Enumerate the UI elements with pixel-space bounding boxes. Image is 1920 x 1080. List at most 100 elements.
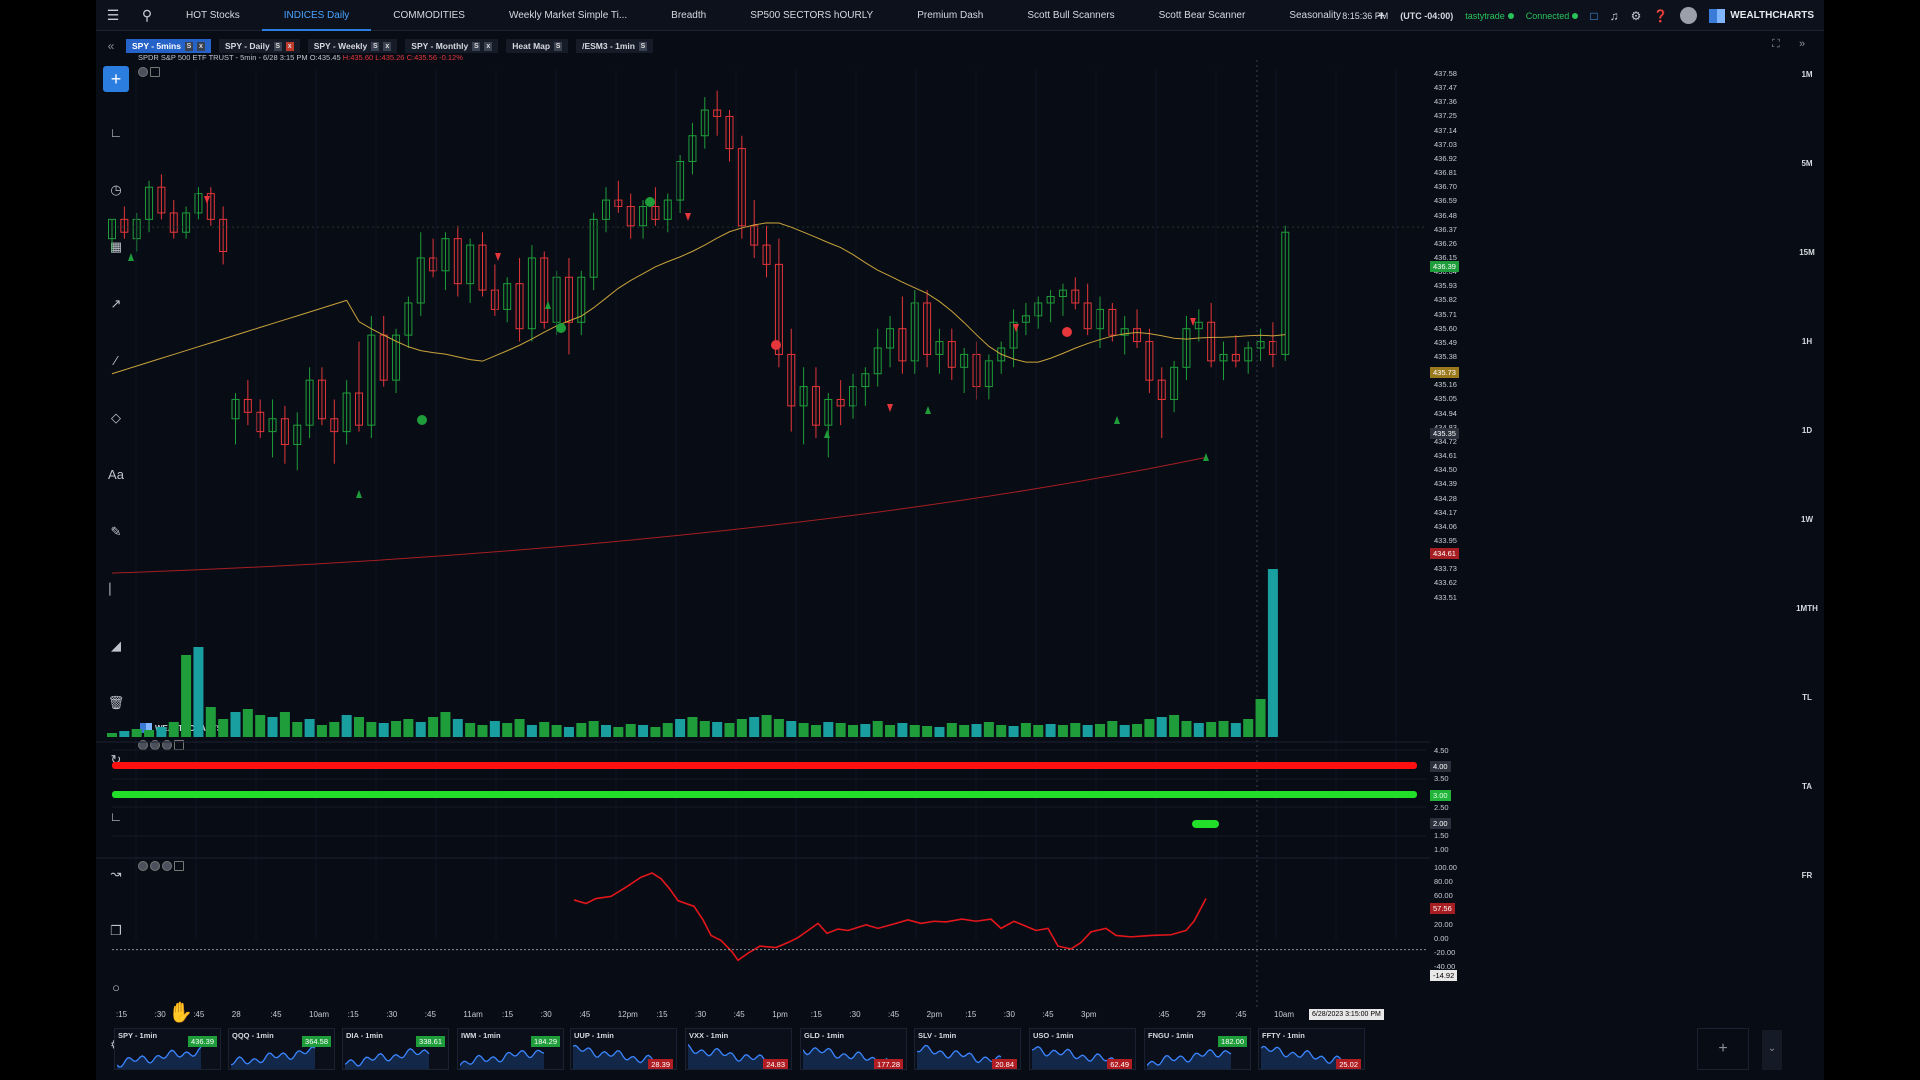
- workspace-tab[interactable]: SP500 SECTORS hOURLY: [750, 9, 874, 21]
- timeframe-1d[interactable]: 1D: [1801, 426, 1813, 435]
- pane-add-icon[interactable]: [150, 67, 160, 77]
- timeframe-ta[interactable]: TA: [1801, 782, 1813, 791]
- workspace-tab[interactable]: Scott Bear Scanner: [1158, 9, 1246, 21]
- gear-icon[interactable]: ⚙: [1630, 8, 1642, 23]
- workspace-tab[interactable]: Seasonality: [1289, 9, 1342, 21]
- tool-measure[interactable]: ◢: [96, 638, 136, 695]
- workspace-tab[interactable]: Breadth: [671, 9, 707, 21]
- volume-bar: [638, 725, 649, 737]
- tab-close-icon[interactable]: x: [383, 41, 392, 51]
- tab-save-icon[interactable]: S: [184, 41, 193, 51]
- tool-trend[interactable]: ↗: [96, 296, 136, 353]
- tab-save-icon[interactable]: S: [554, 41, 563, 51]
- candle-body: [1281, 231, 1290, 355]
- timeframe-15m[interactable]: 15M: [1799, 248, 1815, 257]
- tool-ruler[interactable]: ⎸: [96, 581, 136, 638]
- tool-chart[interactable]: ∟: [96, 125, 136, 182]
- price-chart[interactable]: [96, 60, 1430, 1010]
- timeframe-1h[interactable]: 1H: [1801, 337, 1813, 346]
- tab-save-icon[interactable]: S: [273, 41, 282, 51]
- candle-body: [676, 160, 685, 201]
- workspace-tab[interactable]: INDICES Daily: [261, 0, 372, 31]
- tool-add[interactable]: +: [96, 66, 136, 125]
- watchlist-card[interactable]: USO - 1min 62.49: [1029, 1028, 1136, 1070]
- workspace-tab[interactable]: Premium Dash: [917, 9, 984, 21]
- workspace-tab[interactable]: HOT Stocks: [186, 9, 240, 21]
- tool-line[interactable]: ∕: [96, 353, 136, 410]
- lime-dot-tag: 2.00: [1430, 818, 1451, 829]
- tool-indicator[interactable]: ∟: [96, 809, 136, 866]
- tool-trash[interactable]: 🗑: [96, 695, 136, 752]
- tool-calendar[interactable]: ▦: [96, 239, 136, 296]
- collapse-left-icon[interactable]: «: [107, 39, 115, 53]
- watchlist-card[interactable]: SLV - 1min 20.84: [914, 1028, 1021, 1070]
- collapse-right-icon[interactable]: »: [1799, 38, 1806, 50]
- tab-save-icon[interactable]: S: [472, 41, 481, 51]
- watchlist-card[interactable]: QQQ - 1min 364.58: [228, 1028, 335, 1070]
- chart-tab[interactable]: /ESM3 - 1min S: [576, 39, 653, 53]
- chart-tab[interactable]: Heat Map S: [506, 39, 569, 53]
- price-tick: 436.81: [1434, 168, 1457, 178]
- volume-bar: [156, 727, 167, 737]
- watchlist-card[interactable]: SPY - 1min 436.39: [114, 1028, 221, 1070]
- watchlist-card[interactable]: VXX - 1min 24.83: [685, 1028, 792, 1070]
- add-watchlist-button[interactable]: +: [1697, 1028, 1749, 1070]
- workspace-tab[interactable]: Scott Bull Scanners: [1027, 9, 1115, 21]
- pane-settings-icon[interactable]: [138, 67, 148, 77]
- time-axis[interactable]: :15:30:45 28:45 10am:15:30:45 11am:15:30:45…: [96, 1008, 1430, 1022]
- broker-status[interactable]: tastytrade: [1465, 11, 1514, 21]
- volume-bar: [1070, 723, 1081, 737]
- tool-clock[interactable]: ◷: [96, 182, 136, 239]
- watchlist-card[interactable]: GLD - 1min 177.28: [800, 1028, 907, 1070]
- timeframe-1m[interactable]: 1M: [1801, 70, 1813, 79]
- sparkline-line: [573, 1044, 658, 1064]
- layers-icon: ❐: [110, 923, 122, 938]
- oscillator-tick: 80.00: [1434, 877, 1453, 887]
- tab-close-icon[interactable]: x: [484, 41, 493, 51]
- pane-add-icon[interactable]: [174, 861, 184, 871]
- fullscreen-icon[interactable]: ⛶: [1772, 38, 1780, 50]
- add-workspace-button[interactable]: +: [1377, 7, 1386, 23]
- timeframe-tl[interactable]: TL: [1802, 693, 1812, 702]
- long-average-line: [111, 456, 1207, 574]
- tool-layers[interactable]: ❐: [96, 923, 136, 980]
- sparkline: [460, 1049, 545, 1069]
- save-icon[interactable]: □: [1590, 8, 1598, 23]
- watchlist-card[interactable]: FNGU - 1min 182.00: [1144, 1028, 1251, 1070]
- help-icon[interactable]: ❓: [1653, 8, 1669, 23]
- watchlist-card[interactable]: IWM - 1min 184.29: [457, 1028, 564, 1070]
- volume-bar: [983, 722, 994, 737]
- timeframe-5m[interactable]: 5M: [1801, 159, 1813, 168]
- tool-text[interactable]: Aa: [96, 467, 136, 524]
- watchlist-card[interactable]: DIA - 1min 338.61: [342, 1028, 449, 1070]
- tool-magnet[interactable]: ○: [96, 980, 136, 1037]
- timeframe-1mth[interactable]: 1MTH: [1796, 604, 1818, 613]
- workspace-tab[interactable]: COMMODITIES: [393, 9, 465, 21]
- chevron-down-icon[interactable]: ⌄: [1762, 1030, 1782, 1070]
- tool-brush[interactable]: ✎: [96, 524, 136, 581]
- tab-save-icon[interactable]: S: [371, 41, 380, 51]
- tool-refresh[interactable]: ↻: [96, 752, 136, 809]
- tool-compare[interactable]: ↝: [96, 866, 136, 923]
- tab-save-icon[interactable]: S: [638, 41, 647, 51]
- menu-icon[interactable]: ☰: [106, 6, 120, 23]
- pane-remove-icon[interactable]: [162, 861, 172, 871]
- timeframe-1w[interactable]: 1W: [1801, 515, 1813, 524]
- watchlist-card[interactable]: UUP - 1min 28.39: [570, 1028, 677, 1070]
- pane-visibility-icon[interactable]: [150, 861, 160, 871]
- search-icon[interactable]: ⚲: [141, 6, 153, 23]
- bell-icon[interactable]: ♫: [1609, 8, 1619, 23]
- pane-settings-icon[interactable]: [138, 861, 148, 871]
- avatar[interactable]: [1680, 7, 1698, 24]
- candle-body: [688, 135, 697, 162]
- tab-close-icon[interactable]: x: [196, 41, 205, 51]
- workspace-tab[interactable]: Weekly Market Simple Ti...: [508, 9, 628, 21]
- tab-close-icon[interactable]: x: [285, 41, 294, 51]
- tool-shape[interactable]: ◇: [96, 410, 136, 467]
- timeframe-fr[interactable]: FR: [1801, 871, 1813, 880]
- watchlist-card[interactable]: FFTY - 1min 25.02: [1258, 1028, 1365, 1070]
